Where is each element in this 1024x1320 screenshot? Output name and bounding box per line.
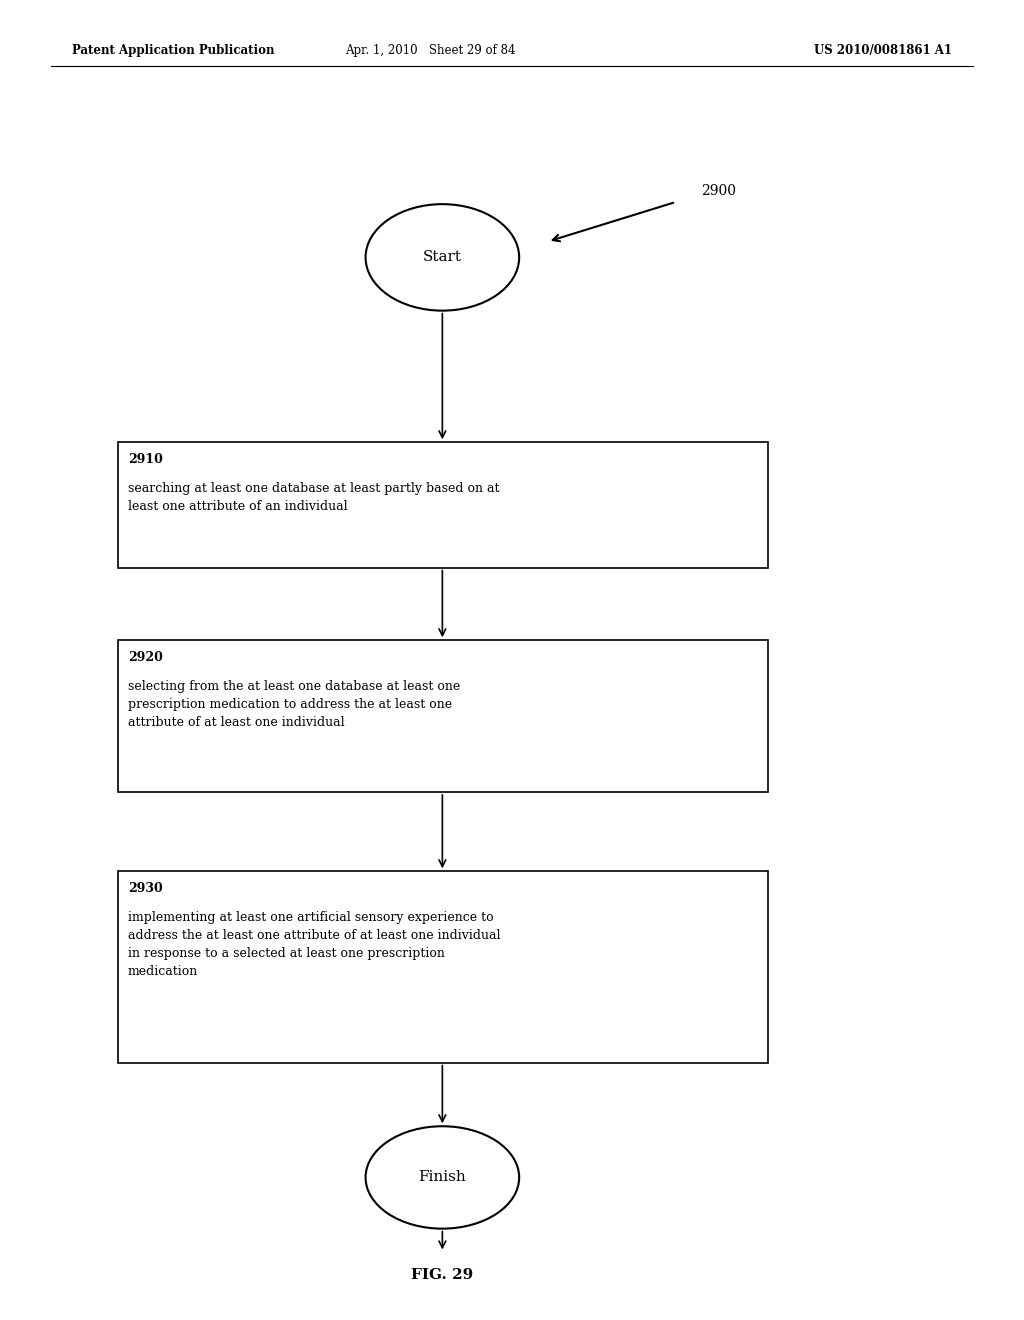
- Bar: [118, 871, 768, 1063]
- Bar: [118, 640, 768, 792]
- Text: FIG. 29: FIG. 29: [412, 1269, 473, 1282]
- Text: selecting from the at least one database at least one
prescription medication to: selecting from the at least one database…: [128, 680, 460, 729]
- Text: 2930: 2930: [128, 882, 163, 895]
- Text: implementing at least one artificial sensory experience to
address the at least : implementing at least one artificial sen…: [128, 911, 501, 978]
- Bar: [118, 442, 768, 568]
- Text: 2910: 2910: [128, 453, 163, 466]
- Text: Finish: Finish: [419, 1171, 466, 1184]
- Text: US 2010/0081861 A1: US 2010/0081861 A1: [814, 44, 952, 57]
- Text: Apr. 1, 2010   Sheet 29 of 84: Apr. 1, 2010 Sheet 29 of 84: [345, 44, 515, 57]
- Text: 2900: 2900: [701, 185, 736, 198]
- Text: Patent Application Publication: Patent Application Publication: [72, 44, 274, 57]
- Text: 2920: 2920: [128, 651, 163, 664]
- Text: Start: Start: [423, 251, 462, 264]
- Text: searching at least one database at least partly based on at
least one attribute : searching at least one database at least…: [128, 482, 500, 512]
